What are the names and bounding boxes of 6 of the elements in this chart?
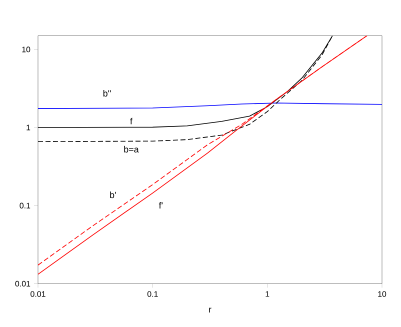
x-axis-title: r — [209, 308, 212, 313]
series-label: b'' — [103, 90, 111, 97]
series-label: f — [130, 118, 132, 124]
series-label: b' — [110, 192, 116, 198]
series-label: f' — [158, 202, 163, 208]
series-label: b=a — [124, 146, 139, 153]
